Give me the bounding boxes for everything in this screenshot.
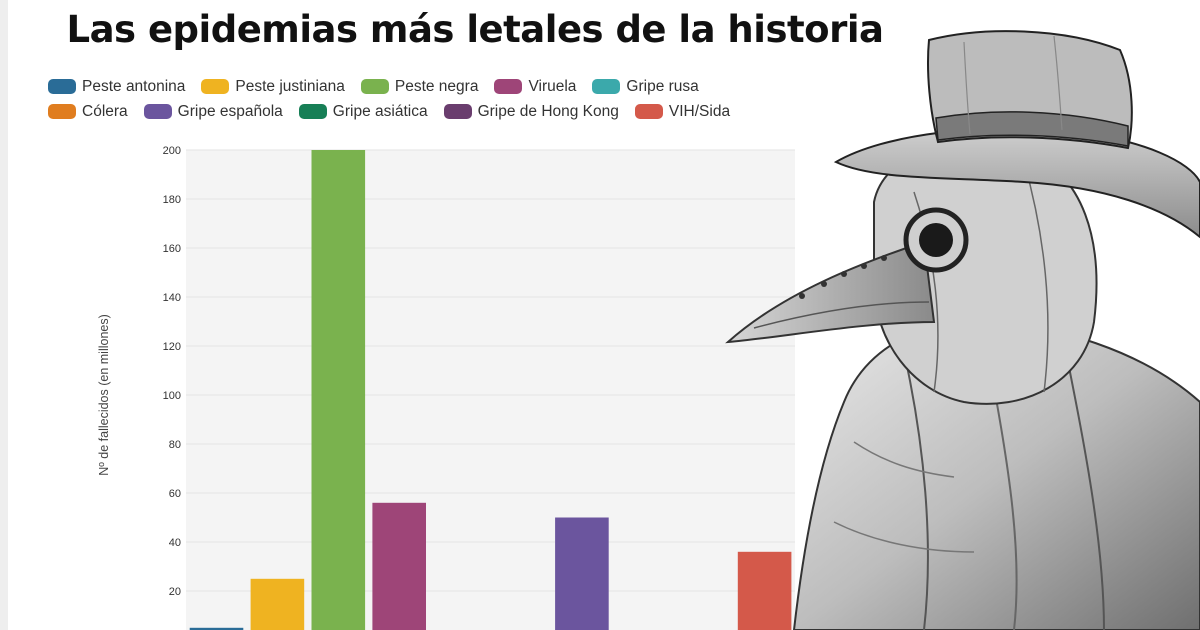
legend-item[interactable]: Gripe de Hong Kong bbox=[443, 102, 619, 121]
legend-item[interactable]: Gripe rusa bbox=[592, 77, 699, 96]
legend-swatch bbox=[48, 104, 76, 119]
legend-item[interactable]: VIH/Sida bbox=[634, 102, 731, 121]
legend-label: VIH/Sida bbox=[668, 102, 731, 120]
legend-label: Cólera bbox=[82, 102, 128, 120]
legend-swatch bbox=[298, 104, 327, 119]
y-tick-label: 120 bbox=[163, 341, 181, 353]
y-tick-label: 140 bbox=[163, 292, 181, 304]
y-tick-label: 20 bbox=[169, 586, 181, 598]
legend-row: Cólera Gripe española Gripe asiática Gripe … bbox=[48, 99, 808, 124]
legend-item[interactable]: Viruela bbox=[494, 78, 576, 96]
legend-swatch bbox=[360, 79, 389, 94]
left-margin-strip bbox=[0, 0, 8, 630]
legend-swatch bbox=[443, 104, 472, 119]
legend-item[interactable]: Gripe asiática bbox=[298, 102, 428, 121]
legend-label: Gripe de Hong Kong bbox=[477, 102, 619, 120]
bar[interactable] bbox=[311, 150, 366, 630]
legend-label: Peste antonina bbox=[82, 77, 186, 95]
chart-legend: Peste antonina Peste justiniana Peste negr… bbox=[48, 74, 808, 124]
y-tick-label: 200 bbox=[163, 145, 181, 157]
y-tick-label: 60 bbox=[169, 488, 181, 500]
plague-doctor-illustration bbox=[725, 30, 1200, 630]
legend-label: Peste justiniana bbox=[235, 77, 345, 95]
bar[interactable] bbox=[372, 502, 426, 630]
legend-label: Gripe asiática bbox=[332, 102, 428, 120]
y-tick-label: 180 bbox=[163, 194, 181, 206]
bar[interactable] bbox=[737, 551, 792, 630]
legend-item[interactable]: Peste negra bbox=[360, 77, 479, 96]
bar[interactable] bbox=[555, 517, 609, 630]
legend-item[interactable]: Peste antonina bbox=[48, 78, 185, 96]
y-tick-label: 100 bbox=[163, 390, 181, 402]
y-tick-label: 160 bbox=[163, 243, 181, 255]
legend-row: Peste antonina Peste justiniana Peste negr… bbox=[48, 74, 808, 99]
legend-swatch bbox=[634, 104, 663, 119]
legend-label: Viruela bbox=[528, 77, 577, 95]
legend-swatch bbox=[494, 79, 523, 94]
plot-area bbox=[186, 150, 795, 630]
legend-item[interactable]: Cólera bbox=[48, 103, 128, 121]
legend-label: Gripe rusa bbox=[626, 77, 699, 95]
chart-title: Las epidemias más letales de la historia bbox=[66, 8, 884, 51]
legend-item[interactable]: Gripe española bbox=[143, 102, 283, 121]
legend-swatch bbox=[143, 104, 172, 119]
legend-label: Peste negra bbox=[394, 77, 479, 95]
y-tick-label: 40 bbox=[169, 537, 181, 549]
legend-swatch bbox=[592, 79, 621, 94]
legend-swatch bbox=[48, 79, 76, 94]
legend-swatch bbox=[201, 79, 230, 94]
bar[interactable] bbox=[189, 627, 244, 630]
legend-label: Gripe española bbox=[177, 102, 283, 120]
bar[interactable] bbox=[250, 578, 305, 630]
y-tick-label: 80 bbox=[169, 439, 181, 451]
legend-item[interactable]: Peste justiniana bbox=[201, 77, 345, 96]
